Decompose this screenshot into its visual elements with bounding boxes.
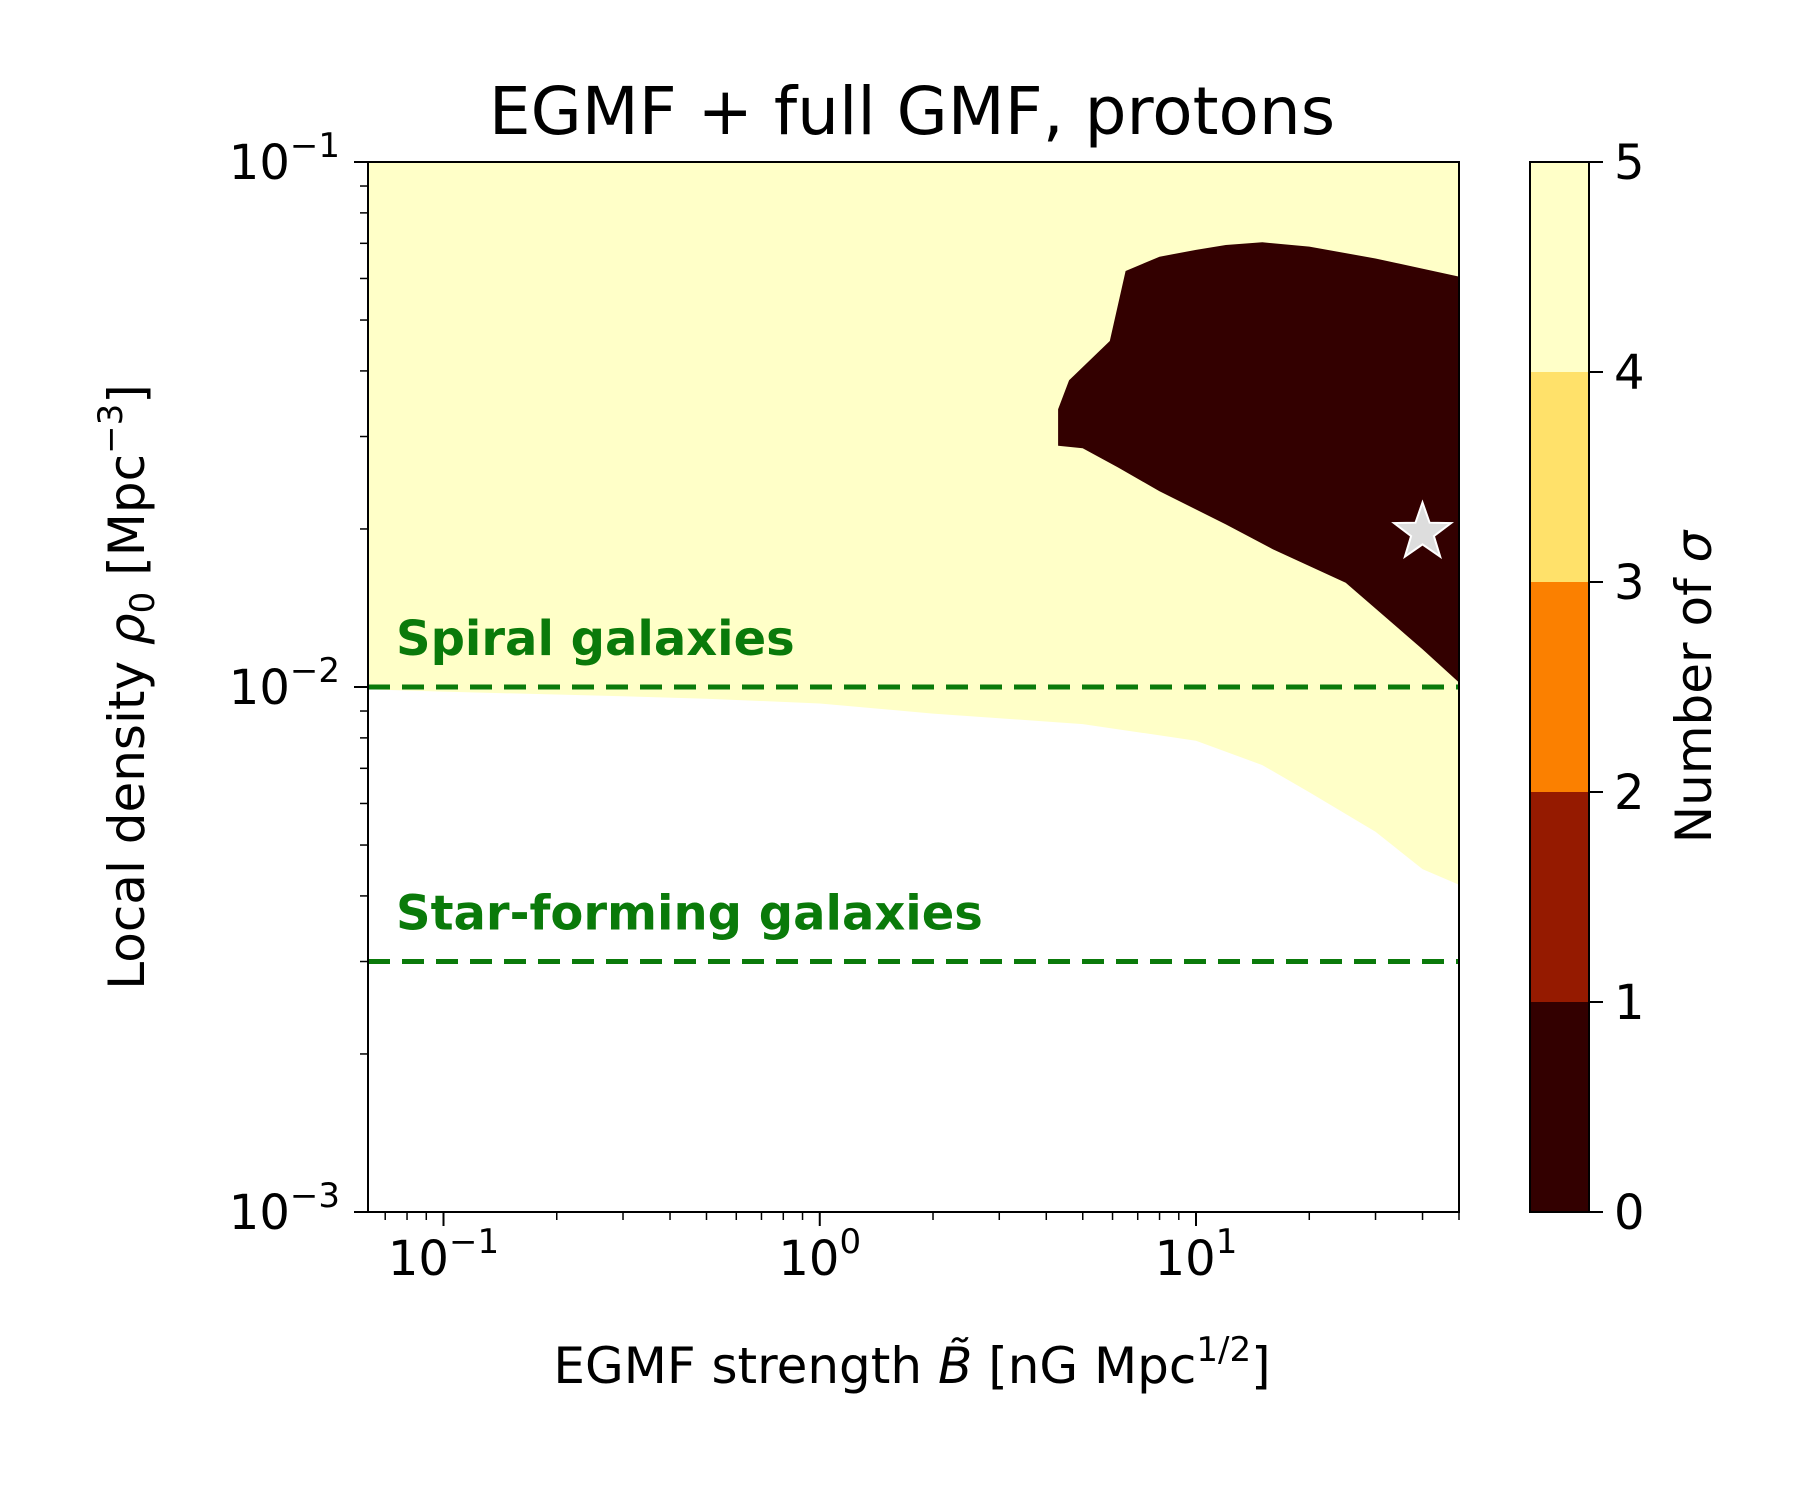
reference-line-labels: Spiral galaxies Star-forming galaxies xyxy=(396,611,983,942)
contour-regions xyxy=(368,162,1459,885)
x-tick-label: 101 xyxy=(1155,1222,1238,1287)
reference-line-label-2: Star-forming galaxies xyxy=(396,886,983,942)
colorbar-frame xyxy=(1529,161,1590,1213)
colorbar-tick-label: 2 xyxy=(1614,765,1645,821)
y-tick-label: 10−2 xyxy=(229,651,340,716)
colorbar-tick-label: 1 xyxy=(1614,975,1645,1031)
colorbar-segment-0-1 xyxy=(1530,1002,1589,1212)
y-tick-label: 10−1 xyxy=(229,126,340,191)
colorbar: 0 1 2 3 4 5 xyxy=(1529,135,1645,1241)
x-axis-title: EGMF strength B̃ [nG Mpc1/2] xyxy=(553,1330,1270,1395)
reference-line-label-1: Spiral galaxies xyxy=(396,611,795,667)
colorbar-segment-4-5 xyxy=(1530,162,1589,372)
colorbar-tick-label: 5 xyxy=(1614,135,1645,191)
colorbar-tick-label: 3 xyxy=(1614,555,1645,611)
best-fit-marker-group xyxy=(1391,499,1455,560)
colorbar-tick-label: 0 xyxy=(1614,1185,1645,1241)
chart-title: EGMF + full GMF, protons xyxy=(489,73,1335,150)
colorbar-segment-2-3 xyxy=(1530,582,1589,792)
x-axis-ticks: 10−1 100 101 xyxy=(384,1212,1460,1287)
x-tick-label: 100 xyxy=(778,1222,861,1287)
best-fit-star-icon xyxy=(1391,499,1455,560)
colorbar-segment-3-4 xyxy=(1530,372,1589,582)
y-axis-title: Local density ρ0 [Mpc−3] xyxy=(91,384,163,990)
x-tick-label: 10−1 xyxy=(388,1222,499,1287)
contour-region-sigma-0-1 xyxy=(1058,242,1459,683)
colorbar-tick-label: 4 xyxy=(1614,345,1645,401)
colorbar-segment-1-2 xyxy=(1530,792,1589,1002)
reference-lines xyxy=(368,684,1459,965)
colorbar-label: Number of σ xyxy=(1665,529,1723,843)
y-axis-ticks: 10−3 10−2 10−1 xyxy=(229,126,368,1241)
y-tick-label: 10−3 xyxy=(229,1176,340,1241)
